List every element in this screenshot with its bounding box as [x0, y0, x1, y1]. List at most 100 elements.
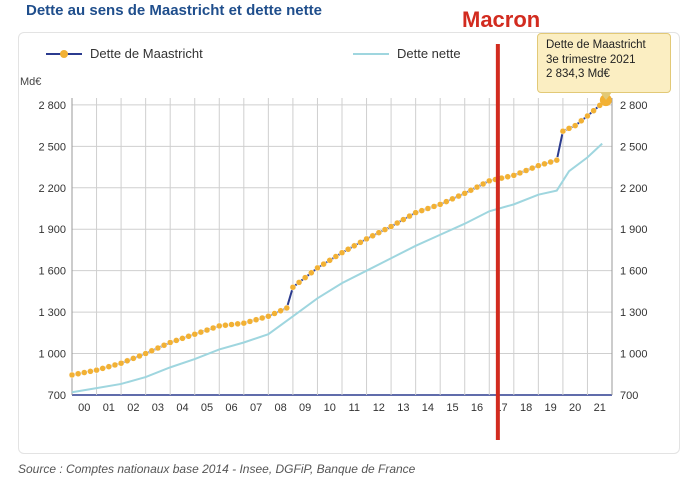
series-marker-dette-maastricht: [166, 339, 174, 346]
x-tick-label: 09: [299, 402, 311, 414]
series-marker-dette-maastricht: [486, 177, 493, 185]
series-marker-dette-maastricht: [473, 183, 481, 191]
series-marker-dette-maastricht: [326, 257, 333, 264]
y-tick-label-left: 2 800: [38, 100, 66, 112]
annotation-line2: 3e trimestre 2021: [546, 53, 636, 66]
y-tick-label-left: 1 000: [38, 349, 66, 361]
series-marker-dette-maastricht: [363, 235, 370, 243]
overlay-layer: [495, 44, 612, 440]
series-marker-dette-maastricht: [99, 365, 106, 372]
series-marker-dette-maastricht: [430, 203, 438, 210]
series-marker-dette-maastricht: [516, 169, 524, 177]
series-marker-dette-maastricht: [387, 223, 395, 230]
series-marker-dette-maastricht: [344, 246, 352, 253]
legend-swatch-maastricht: [46, 49, 82, 59]
y-tick-label-right: 1 000: [620, 349, 648, 361]
series-marker-dette-maastricht: [271, 310, 278, 317]
series-marker-dette-maastricht: [375, 229, 383, 236]
series-marker-dette-maastricht: [418, 207, 426, 214]
series-marker-dette-maastricht: [179, 335, 186, 342]
x-tick-label: 11: [349, 402, 360, 414]
x-tick-label: 05: [201, 402, 213, 414]
series-marker-dette-maastricht: [308, 269, 315, 276]
x-tick-label: 06: [225, 402, 237, 414]
y-tick-label-left: 700: [48, 390, 66, 402]
series-marker-dette-maastricht: [93, 366, 100, 374]
series-marker-dette-maastricht: [528, 164, 536, 172]
series-line-dette-maastricht: [71, 99, 607, 376]
series-marker-dette-maastricht: [320, 260, 327, 268]
series-marker-dette-maastricht: [351, 242, 358, 250]
series-marker-dette-maastricht: [74, 370, 82, 378]
x-tick-label: 21: [594, 402, 606, 414]
y-tick-label-left: 2 500: [38, 141, 66, 153]
series-marker-dette-maastricht: [400, 216, 407, 223]
x-tick-label: 07: [250, 402, 262, 414]
series-marker-dette-maastricht: [332, 253, 340, 260]
series-marker-dette-maastricht: [222, 321, 229, 329]
legend-item-nette: Dette nette: [353, 46, 461, 61]
x-tick-label: 14: [422, 402, 434, 414]
y-tick-label-right: 2 200: [620, 183, 648, 195]
series-marker-dette-maastricht: [160, 342, 168, 349]
series-marker-dette-maastricht: [283, 304, 291, 312]
series-marker-dette-maastricht: [553, 156, 561, 164]
series-marker-dette-maastricht: [522, 167, 530, 174]
x-tick-label: 16: [471, 402, 483, 414]
series-marker-dette-maastricht: [295, 279, 303, 286]
series-marker-dette-maastricht: [565, 125, 573, 132]
grid: [71, 98, 613, 396]
y-ticks-right: 700 1 000 1 300 1 600 1 900 2 200 2 500 2 800: [620, 100, 648, 402]
x-tick-label: 03: [152, 402, 164, 414]
y-tick-label-right: 1 300: [620, 307, 648, 319]
x-tick-label: 10: [324, 402, 336, 414]
series-marker-dette-maastricht: [105, 363, 113, 370]
series-marker-dette-maastricht: [412, 209, 419, 216]
legend-swatch-nette: [353, 49, 389, 59]
y-tick-label-right: 2 800: [620, 100, 648, 112]
series-marker-dette-maastricht: [301, 274, 309, 281]
series-marker-dette-maastricht: [578, 117, 585, 125]
y-ticks-left: 700 1 000 1 300 1 600 1 900 2 200 2 500 2 800: [38, 100, 66, 402]
series-marker-dette-maastricht: [443, 198, 450, 205]
x-ticks: 00 01 02 03 04 05 06 07 08 09 10 11 12 13 14 15 16 17 18 19…: [78, 402, 606, 414]
x-tick-label: 13: [397, 402, 409, 414]
series-marker-dette-maastricht: [246, 318, 254, 325]
x-tick-label: 01: [103, 402, 115, 414]
source-note: Source : Comptes nationaux base 2014 - I…: [18, 462, 416, 476]
x-tick-label: 19: [545, 402, 557, 414]
series-marker-dette-maastricht: [381, 226, 389, 233]
series-marker-dette-maastricht: [571, 122, 579, 129]
series-marker-dette-maastricht: [541, 160, 548, 168]
series-marker-dette-maastricht: [559, 127, 567, 135]
series-marker-dette-maastricht: [357, 239, 364, 246]
series-marker-dette-maastricht: [479, 180, 487, 188]
y-tick-label-right: 2 500: [620, 141, 648, 153]
x-tick-label: 20: [569, 402, 581, 414]
series-marker-dette-maastricht: [117, 359, 125, 367]
series-marker-dette-maastricht: [467, 186, 475, 194]
series-marker-dette-maastricht: [136, 352, 143, 360]
annotation-line1: Dette de Maastricht: [546, 39, 646, 51]
series-marker-dette-maastricht: [228, 321, 235, 328]
legend-label-nette: Dette nette: [397, 46, 461, 61]
x-tick-label: 00: [78, 402, 90, 414]
series-layer: [68, 96, 610, 394]
y-tick-label-left: 1 300: [38, 307, 66, 319]
x-tick-label: 12: [373, 402, 385, 414]
series-marker-dette-maastricht: [123, 357, 131, 365]
series-marker-dette-maastricht: [258, 314, 266, 322]
x-tick-label: 04: [176, 402, 188, 414]
series-marker-dette-maastricht: [369, 232, 376, 240]
annotation-line3: 2 834,3 Md€: [546, 68, 610, 80]
series-marker-dette-maastricht: [185, 333, 192, 340]
series-marker-dette-maastricht: [461, 190, 468, 197]
series-marker-dette-maastricht: [455, 192, 462, 200]
x-tick-label: 02: [127, 402, 139, 414]
series-marker-dette-maastricht: [191, 330, 198, 338]
series-marker-dette-maastricht: [148, 347, 156, 355]
series-marker-dette-maastricht: [584, 112, 591, 120]
legend-item-maastricht: Dette de Maastricht: [46, 46, 203, 61]
series-marker-dette-maastricht: [406, 212, 413, 220]
